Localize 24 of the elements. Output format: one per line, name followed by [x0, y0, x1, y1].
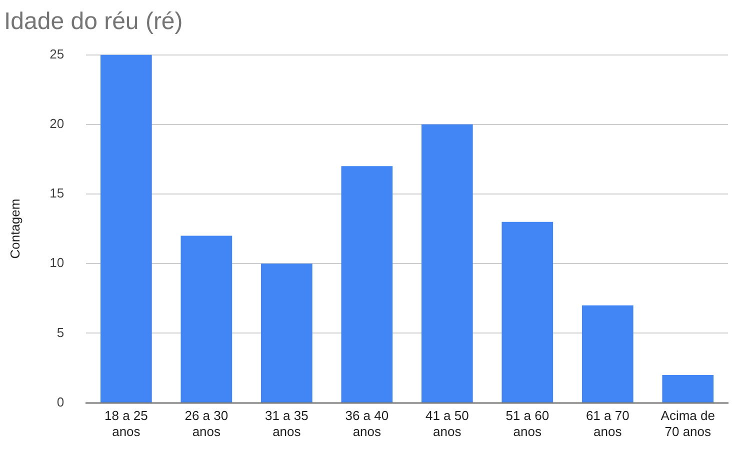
- x-tick-label: 36 a 40 anos: [345, 408, 389, 439]
- y-tick-label: 10: [50, 255, 64, 270]
- y-tick-label: 0: [56, 394, 64, 410]
- x-tick-label: Acima de 70 anos: [660, 408, 715, 439]
- y-tick-label: 20: [50, 116, 64, 131]
- bar: [100, 54, 152, 402]
- bar: [582, 305, 634, 402]
- x-tick-label: 61 a 70 anos: [586, 408, 630, 439]
- bar: [662, 374, 714, 402]
- y-axis-title: Contagem: [7, 198, 22, 259]
- y-tick-label: 5: [56, 324, 64, 340]
- x-tick-label: 41 a 50 anos: [425, 408, 469, 439]
- bar: [260, 264, 312, 402]
- bar: [180, 236, 232, 402]
- bar: [341, 166, 393, 402]
- x-tick-label: 51 a 60 anos: [506, 408, 550, 439]
- y-tick-label: 25: [50, 46, 64, 62]
- x-tick-label: 26 a 30 anos: [184, 408, 228, 439]
- x-tick-label: 31 a 35 anos: [264, 408, 308, 439]
- x-tick-label: 18 a 25 anos: [104, 408, 148, 439]
- bar: [502, 222, 554, 402]
- bar: [421, 124, 473, 402]
- chart-title: Idade do réu (ré): [4, 8, 183, 36]
- y-tick-label: 15: [50, 186, 64, 201]
